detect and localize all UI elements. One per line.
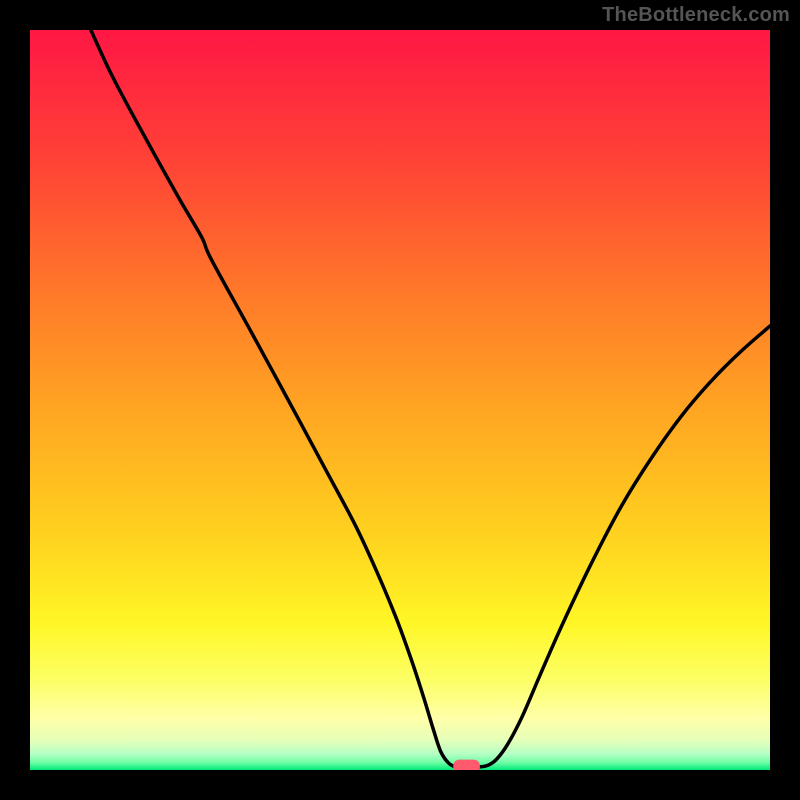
- chart-container: TheBottleneck.com: [0, 0, 800, 800]
- plot-svg: [30, 30, 770, 770]
- plot-area: [30, 30, 770, 770]
- watermark-text: TheBottleneck.com: [602, 4, 790, 27]
- optimal-marker: [453, 760, 480, 770]
- gradient-bg: [30, 30, 770, 770]
